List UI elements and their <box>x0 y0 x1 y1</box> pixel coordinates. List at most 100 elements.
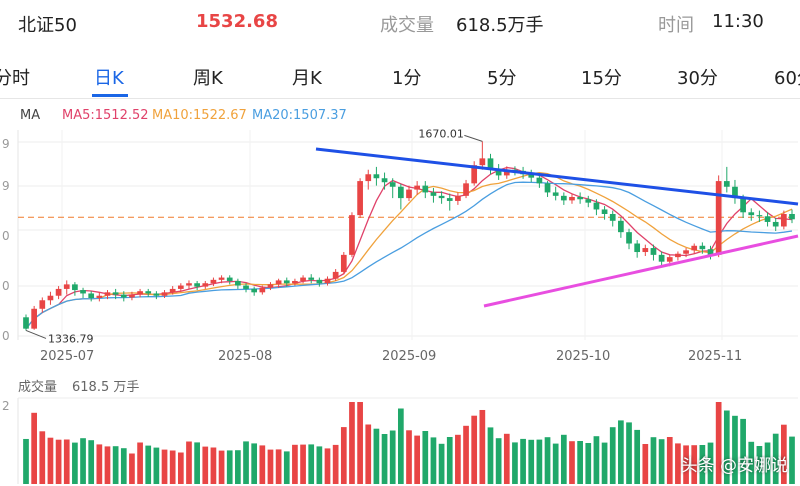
candle-body <box>251 288 258 293</box>
volume-bar <box>389 430 396 484</box>
lower-trend-line <box>483 234 799 308</box>
candle-body <box>642 248 649 253</box>
y-axis-tick-label: 0 <box>2 329 10 343</box>
candle-body <box>169 288 176 293</box>
candle-body <box>585 199 592 203</box>
volume-bar <box>789 436 795 484</box>
candle-body <box>528 174 535 178</box>
volume-bar <box>316 446 323 484</box>
tab-monthly-k[interactable]: 月K <box>292 68 322 89</box>
candle-body <box>609 214 616 221</box>
volume-bar <box>31 412 38 484</box>
volume-label: 成交量 <box>380 15 434 36</box>
candle-body <box>332 271 339 279</box>
volume-value: 618.5万手 <box>456 15 544 36</box>
volume-bar <box>536 439 543 484</box>
volume-bar <box>707 442 714 484</box>
volume-panel-value: 618.5 万手 <box>72 380 140 395</box>
x-axis-tick-label: 2025-07 <box>40 349 94 364</box>
time-value: 11:30 <box>712 11 764 32</box>
candle-body <box>552 192 559 196</box>
volume-bar <box>650 437 657 484</box>
volume-bar <box>642 444 649 484</box>
tab-intraday[interactable]: 分时 <box>0 68 30 89</box>
candle-body <box>446 198 453 201</box>
tab-5min[interactable]: 5分 <box>487 68 517 89</box>
volume-bar <box>226 450 233 484</box>
volume-bar <box>479 409 486 484</box>
volume-bar <box>308 444 315 484</box>
volume-bar <box>764 442 771 484</box>
candle-body <box>161 292 168 296</box>
volume-bar <box>438 443 445 484</box>
ma-label[interactable]: MA <box>20 108 41 123</box>
upper-trend-line <box>315 147 799 206</box>
volume-bar <box>675 443 681 484</box>
volume-bar <box>732 415 738 484</box>
candle-body <box>23 317 29 329</box>
candle-body <box>145 291 152 294</box>
tab-60min[interactable]: 60分 <box>774 68 800 89</box>
watermark: 头条 @安娜说 <box>680 456 788 476</box>
candle-body <box>422 185 429 193</box>
period-tabs: 分时 日K 周K 月K 1分 5分 15分 30分 60分 <box>0 52 800 99</box>
volume-bar <box>267 449 274 484</box>
candle-body <box>218 277 225 280</box>
volume-bar <box>251 443 258 484</box>
candle-body <box>650 248 657 255</box>
candle-body <box>226 277 233 281</box>
tab-weekly-k[interactable]: 周K <box>193 68 223 89</box>
candle-body <box>715 181 722 255</box>
volume-bar <box>715 402 722 484</box>
candle-body <box>503 169 510 176</box>
ma-legend: MA MA5:1512.52 MA10:1522.67 MA20:1507.37 <box>0 104 800 128</box>
candle-body <box>764 216 771 222</box>
candle-body <box>601 209 608 214</box>
high-annotation-leader <box>464 134 483 142</box>
volume-bar <box>634 429 641 484</box>
candle-body <box>63 284 70 289</box>
candle-body <box>577 196 583 200</box>
ma20-value: MA20:1507.37 <box>252 108 347 123</box>
candle-body <box>316 279 323 284</box>
volume-bar <box>560 434 567 484</box>
volume-bar <box>740 418 746 484</box>
last-price: 1532.68 <box>196 11 278 32</box>
tab-1min[interactable]: 1分 <box>392 68 422 89</box>
candle-body <box>732 186 738 199</box>
volume-bar <box>528 439 535 484</box>
time-label: 时间 <box>658 15 694 36</box>
volume-bar <box>455 434 461 484</box>
volume-bar <box>177 452 184 484</box>
ma10-value: MA10:1522.67 <box>152 108 247 123</box>
tab-15min[interactable]: 15分 <box>581 68 622 89</box>
volume-bar <box>332 444 339 484</box>
candle-body <box>88 293 95 298</box>
candle-body <box>259 287 266 293</box>
volume-bar <box>691 445 698 484</box>
candle-body <box>186 283 192 286</box>
low-annotation-label: 1336.79 <box>48 332 94 345</box>
candle-body <box>324 278 331 284</box>
candle-body <box>373 174 380 179</box>
candle-body <box>740 198 746 213</box>
volume-bar <box>585 443 592 484</box>
candle-body <box>471 165 478 184</box>
low-annotation-leader <box>25 330 47 339</box>
volume-bar <box>283 451 290 484</box>
tab-daily-k[interactable]: 日K <box>94 68 124 89</box>
candle-body <box>80 290 86 294</box>
volume-bar <box>430 437 437 484</box>
candle-body <box>194 283 200 287</box>
volume-bar <box>112 446 119 484</box>
volume-bar <box>300 444 306 484</box>
volume-bar <box>577 441 583 484</box>
candle-body <box>748 212 755 216</box>
volume-bar <box>397 408 404 484</box>
volume-panel-label: 成交量 <box>18 380 58 395</box>
candle-body <box>137 291 143 295</box>
tab-30min[interactable]: 30分 <box>677 68 718 89</box>
x-axis-tick-label: 2025-08 <box>218 349 272 364</box>
y-axis-tick-label: 0 <box>2 229 10 243</box>
